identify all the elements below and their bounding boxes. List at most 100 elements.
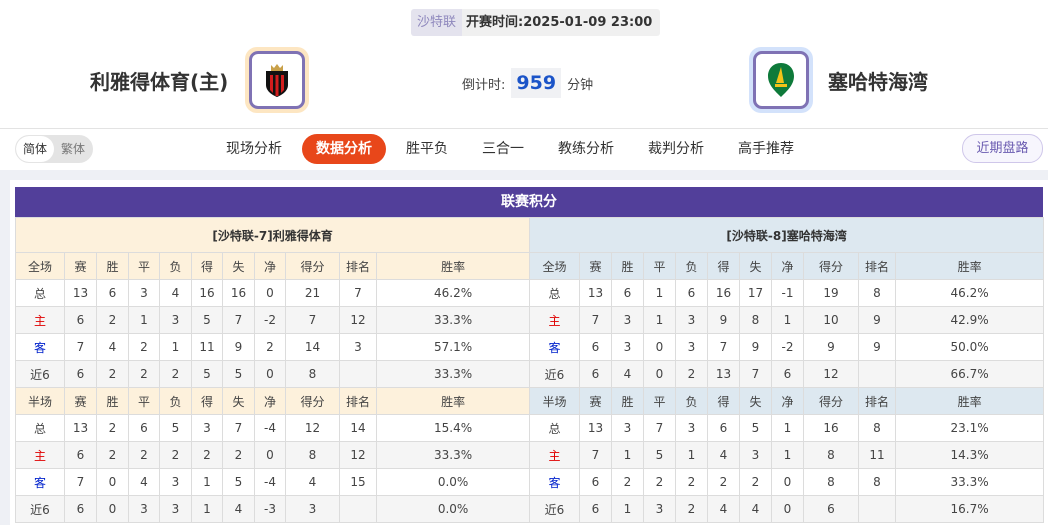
cell: 3 — [339, 333, 377, 361]
table-row: 客 7 4 2 1 11 9 2 14 3 57.1% — [15, 333, 531, 361]
home-team-logo[interactable] — [245, 47, 309, 113]
table-row: 主 6 2 2 2 2 2 0 8 12 33.3% — [15, 441, 531, 469]
cell: 3 — [128, 279, 160, 307]
cell: 3 — [643, 495, 676, 523]
row-label: 主 — [529, 306, 580, 334]
tab-three-in-one[interactable]: 三合一 — [482, 141, 524, 157]
cell: 6 — [579, 495, 612, 523]
cell: 14 — [285, 333, 340, 361]
language-toggle[interactable]: 简体 繁体 — [15, 135, 94, 163]
cell: 19 — [803, 279, 859, 307]
cell: 4 — [285, 468, 340, 496]
cell: 2 — [643, 468, 676, 496]
cell: 5 — [222, 360, 255, 388]
away-team-logo[interactable] — [749, 47, 813, 113]
column-header: 净 — [771, 387, 804, 415]
cell: 3 — [675, 306, 708, 334]
cell: 6 — [64, 441, 97, 469]
table-row: 近6 6 0 3 3 1 4 -3 3 0.0% — [15, 495, 531, 523]
cell: 9 — [858, 333, 896, 361]
cell: 0 — [643, 333, 676, 361]
cell: 2 — [128, 360, 160, 388]
cell: 11 — [191, 333, 223, 361]
tab-win-draw-loss[interactable]: 胜平负 — [406, 141, 448, 157]
tab-coach-analysis[interactable]: 教练分析 — [558, 141, 614, 157]
tab-live-analysis[interactable]: 现场分析 — [226, 141, 282, 157]
cell: 2 — [254, 333, 286, 361]
column-header: 排名 — [339, 387, 377, 415]
away-crest-icon — [768, 63, 794, 97]
team-header[interactable]: [沙特联-8]塞哈特海湾 — [528, 217, 1045, 253]
cell: 9 — [707, 306, 740, 334]
cell: 4 — [222, 495, 255, 523]
column-header-row: 全场赛胜平负得失净得分 排名 胜率 — [15, 252, 531, 280]
cell: 4 — [159, 279, 192, 307]
away-team-name[interactable]: 塞哈特海湾 — [828, 70, 928, 94]
recent-trend-button[interactable]: 近期盘路 — [962, 134, 1043, 163]
column-header: 半场 — [529, 387, 580, 415]
cell: 0 — [771, 495, 804, 523]
column-header: 得分 — [803, 252, 859, 280]
lang-traditional[interactable]: 繁体 — [61, 142, 86, 156]
table-row: 近6 6 1 3 2 4 4 0 6 16.7% — [529, 495, 1045, 523]
column-header: 净 — [254, 387, 286, 415]
cell: 7 — [222, 306, 255, 334]
cell: 7 — [285, 306, 340, 334]
tab-data-analysis[interactable]: 数据分析 — [302, 134, 386, 164]
cell: 7 — [739, 360, 772, 388]
cell: 16 — [803, 414, 859, 442]
column-header: 失 — [222, 252, 255, 280]
cell — [339, 360, 377, 388]
cell: 6 — [707, 414, 740, 442]
cell: 23.1% — [894, 414, 1045, 442]
cell: 7 — [64, 468, 97, 496]
table-row: 总 13 6 3 4 16 16 0 21 7 46.2% — [15, 279, 531, 307]
tab-expert-picks[interactable]: 高手推荐 — [738, 141, 794, 157]
column-header: 得分 — [285, 252, 340, 280]
cell: -3 — [254, 495, 286, 523]
column-header: 半场 — [15, 387, 65, 415]
cell: 0 — [254, 441, 286, 469]
cell: 1 — [771, 441, 804, 469]
column-header: 失 — [739, 252, 772, 280]
cell: 0 — [771, 468, 804, 496]
cell: 0.0% — [375, 468, 531, 496]
column-header: 胜 — [611, 252, 644, 280]
cell: 16 — [222, 279, 255, 307]
cell: 6 — [128, 414, 160, 442]
column-header: 平 — [643, 387, 676, 415]
cell: 4 — [707, 441, 740, 469]
home-team-name[interactable]: 利雅得体育(主) — [90, 70, 229, 94]
cell: 4 — [96, 333, 129, 361]
row-label: 近6 — [15, 495, 65, 523]
cell: 8 — [285, 360, 340, 388]
cell: 17 — [739, 279, 772, 307]
cell: 6 — [771, 360, 804, 388]
row-label: 总 — [529, 414, 580, 442]
cell: 4 — [128, 468, 160, 496]
row-label: 主 — [15, 306, 65, 334]
lang-simplified[interactable]: 简体 — [16, 136, 55, 162]
cell: 1 — [771, 414, 804, 442]
cell: 0 — [643, 360, 676, 388]
team-header[interactable]: [沙特联-7]利雅得体育 — [14, 217, 531, 253]
cell: 2 — [96, 360, 129, 388]
cell: 8 — [858, 468, 896, 496]
tab-referee-analysis[interactable]: 裁判分析 — [648, 141, 704, 157]
column-header: 平 — [128, 252, 160, 280]
cell: 12 — [803, 360, 859, 388]
cell: 5 — [222, 468, 255, 496]
cell: 6 — [579, 468, 612, 496]
cell: 7 — [579, 441, 612, 469]
cell — [339, 495, 377, 523]
home-crest-icon — [266, 64, 288, 97]
column-header: 负 — [675, 387, 708, 415]
analysis-tabs: 现场分析 数据分析 胜平负 三合一 教练分析 裁判分析 高手推荐 — [212, 134, 814, 164]
cell: 2 — [96, 306, 129, 334]
cell: 6 — [803, 495, 859, 523]
cell: 8 — [858, 279, 896, 307]
cell: 2 — [675, 495, 708, 523]
league-tag[interactable]: 沙特联 — [411, 9, 463, 36]
column-header: 得 — [707, 252, 740, 280]
cell: 7 — [707, 333, 740, 361]
